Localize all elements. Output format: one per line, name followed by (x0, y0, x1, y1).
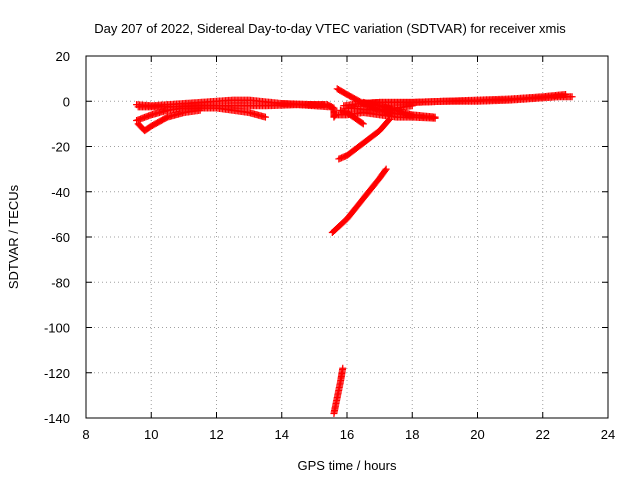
x-tick-label: 14 (275, 427, 289, 442)
y-axis-label: SDTVAR / TECUs (6, 184, 21, 289)
data-point (261, 113, 269, 121)
data-point (359, 120, 367, 128)
data-point (385, 115, 393, 123)
data-point (382, 165, 390, 173)
series-arc-12 (335, 115, 393, 163)
series-arc-13 (328, 165, 390, 236)
series-arc-7 (336, 106, 367, 128)
x-tick-label: 8 (82, 427, 89, 442)
y-tick-label: -20 (51, 140, 70, 155)
x-tick-label: 12 (209, 427, 223, 442)
y-tick-label: -40 (51, 185, 70, 200)
data-point (568, 93, 576, 101)
y-tick-label: -60 (51, 230, 70, 245)
series-arc-11 (359, 98, 439, 121)
data-point (196, 106, 204, 114)
data-point (358, 119, 366, 127)
data-point (384, 116, 392, 124)
y-tick-label: 0 (63, 94, 70, 109)
x-tick-label: 24 (601, 427, 615, 442)
data-point (381, 166, 389, 174)
y-tick-label: -120 (44, 366, 70, 381)
x-tick-label: 10 (144, 427, 158, 442)
x-tick-label: 16 (340, 427, 354, 442)
data-point (431, 113, 439, 121)
y-tick-label: -140 (44, 411, 70, 426)
x-tick-label: 22 (536, 427, 550, 442)
chart-title: Day 207 of 2022, Sidereal Day-to-day VTE… (94, 21, 566, 36)
series-arc-14 (330, 364, 347, 417)
data-point (562, 90, 570, 98)
x-tick-label: 18 (405, 427, 419, 442)
y-tick-label: -80 (51, 275, 70, 290)
x-tick-label: 20 (470, 427, 484, 442)
series-arc-4 (134, 106, 204, 135)
series-layer (133, 85, 576, 417)
ticks: 8 10 12 14 16 18 20 22 24 20 0 -20 -40 -60 -80 -100 -120… (44, 49, 615, 442)
y-tick-label: -100 (44, 321, 70, 336)
y-tick-label: 20 (56, 49, 70, 64)
data-point (339, 364, 347, 372)
x-axis-label: GPS time / hours (298, 458, 397, 473)
